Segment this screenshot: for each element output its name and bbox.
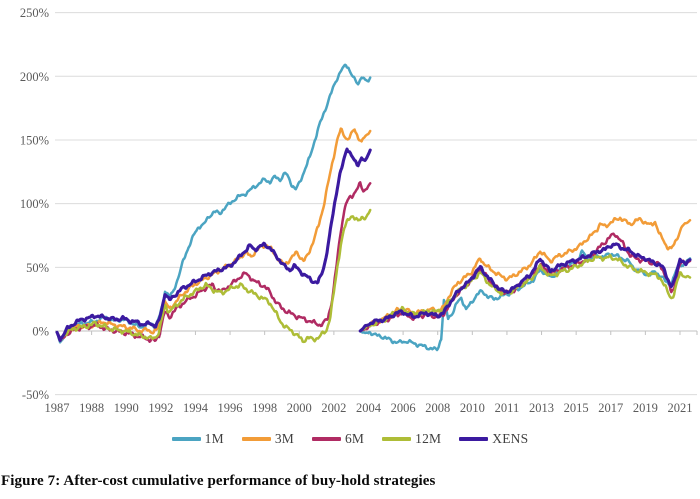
x-tick-label: 1988 <box>79 401 104 415</box>
x-tick-label: 2015 <box>564 401 589 415</box>
series-line-3m <box>55 127 372 342</box>
series-line-1m <box>358 249 692 352</box>
x-tick-label: 2017 <box>598 401 623 415</box>
legend-item-3m: 3M <box>241 431 294 447</box>
y-tick-label: 250% <box>20 6 49 20</box>
y-tick-label: 100% <box>20 197 49 211</box>
x-tick-label: 1998 <box>252 401 277 415</box>
x-tick-label: 2004 <box>356 401 382 415</box>
legend-swatch-6m <box>311 437 341 441</box>
x-tick-label: 1994 <box>183 401 209 415</box>
performance-chart: 250% 200% 150% 100% 50% 0% -50%1987 1988 1990 199… <box>20 6 698 415</box>
x-tick-label: 2002 <box>321 401 346 415</box>
x-tick-label: 1987 <box>45 401 70 415</box>
x-tick-label: 2019 <box>633 401 658 415</box>
legend-swatch-xens <box>459 437 489 441</box>
chart-legend: 1M 3M 6M 12M XENS <box>0 430 700 448</box>
legend-swatch-1m <box>171 437 201 441</box>
series-line-12m <box>55 208 372 344</box>
y-tick-label: -50% <box>22 388 49 402</box>
y-tick-label: 150% <box>20 133 49 147</box>
legend-swatch-12m <box>382 437 412 441</box>
x-tick-label: 1996 <box>218 401 243 415</box>
x-tick-label: 2006 <box>391 401 416 415</box>
legend-item-1m: 1M <box>171 431 224 447</box>
x-tick-label: 2011 <box>495 401 520 415</box>
x-tick-label: 2013 <box>529 401 554 415</box>
series-line-xens <box>55 147 372 342</box>
figure-caption: Figure 7: After-cost cumulative performa… <box>1 473 436 489</box>
x-tick-label: 2010 <box>460 401 485 415</box>
x-tick-label: 1990 <box>114 401 139 415</box>
y-tick-label: 0% <box>32 325 49 339</box>
legend-label: 12M <box>415 431 442 446</box>
legend-item-6m: 6M <box>311 431 365 447</box>
series-line-12m <box>358 253 692 333</box>
y-tick-label: 50% <box>26 261 49 275</box>
series-line-xens <box>358 242 692 333</box>
legend-label: 1M <box>204 431 224 446</box>
x-tick-label: 1992 <box>148 401 173 415</box>
legend-label: XENS <box>492 431 529 446</box>
x-tick-label: 2021 <box>667 401 692 415</box>
x-tick-label: 2008 <box>425 401 450 415</box>
legend-item-12m: 12M <box>382 431 441 447</box>
legend-item-xens: XENS <box>459 431 528 447</box>
x-tick-label: 2000 <box>287 401 312 415</box>
legend-label: 6M <box>344 431 365 446</box>
legend-label: 3M <box>274 431 294 446</box>
y-tick-label: 200% <box>20 70 49 84</box>
legend-swatch-3m <box>241 437 271 441</box>
